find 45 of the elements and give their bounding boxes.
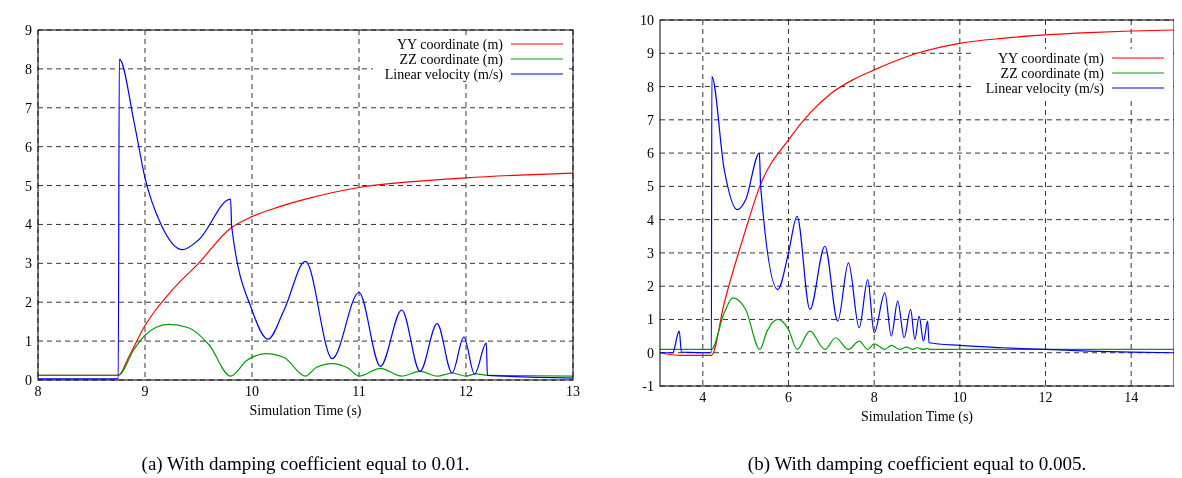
y-tick-label: 5 xyxy=(647,179,654,195)
y-tick-label: 3 xyxy=(647,245,654,261)
x-axis-title: Simulation Time (s) xyxy=(249,403,362,419)
x-tick-label: 10 xyxy=(952,390,967,405)
y-tick-label: 4 xyxy=(647,212,654,228)
x-tick-label: 8 xyxy=(870,390,878,405)
x-tick-label: 4 xyxy=(699,390,707,405)
y-tick-label: 5 xyxy=(25,178,32,194)
text: (a) With damping coefficient equal to 0.01. xyxy=(141,453,470,475)
x-tick-label: 11 xyxy=(352,384,366,399)
legend-label: ZZ coordinate (m) xyxy=(399,52,504,68)
x-tick-label: 12 xyxy=(459,384,473,399)
y-tick-label: 0 xyxy=(647,345,654,361)
x-tick-label: 12 xyxy=(1038,390,1053,405)
y-tick-label: 10 xyxy=(640,13,654,28)
y-tick-label: 7 xyxy=(647,112,654,128)
y-tick-label: 9 xyxy=(25,23,32,38)
legend-label: Linear velocity (m/s) xyxy=(384,67,504,83)
line-series xyxy=(37,323,574,377)
text: (b) With damping coefficient equal to 0.005. xyxy=(747,453,1087,475)
y-tick-label: 4 xyxy=(25,217,32,233)
x-axis-title: Simulation Time (s) xyxy=(860,409,974,425)
y-tick-label: 9 xyxy=(647,46,654,62)
line-series xyxy=(659,297,1174,350)
y-tick-label: 8 xyxy=(25,61,32,77)
x-tick-label: 6 xyxy=(785,390,792,405)
y-tick-label: 3 xyxy=(25,256,32,272)
legend-label: ZZ coordinate (m) xyxy=(1000,66,1105,82)
legend-label: YY coordinate (m) xyxy=(397,37,504,53)
y-tick-label: 8 xyxy=(647,79,654,95)
y-tick-label: -1 xyxy=(642,379,654,394)
y-tick-label: 7 xyxy=(25,100,32,116)
x-tick-label: 10 xyxy=(245,384,259,399)
y-tick-label: 1 xyxy=(25,334,32,350)
legend-label: YY coordinate (m) xyxy=(998,51,1105,67)
y-tick-label: 2 xyxy=(647,279,654,295)
y-tick-label: 6 xyxy=(25,139,32,155)
x-tick-label: 9 xyxy=(141,384,149,399)
x-tick-label: 14 xyxy=(1124,390,1139,405)
legend-label: Linear velocity (m/s) xyxy=(985,81,1105,97)
y-tick-label: 1 xyxy=(647,312,654,328)
x-tick-label: 13 xyxy=(566,384,580,399)
y-tick-label: 6 xyxy=(647,146,654,162)
y-tick-label: 0 xyxy=(25,373,32,388)
y-tick-label: 2 xyxy=(25,295,32,311)
